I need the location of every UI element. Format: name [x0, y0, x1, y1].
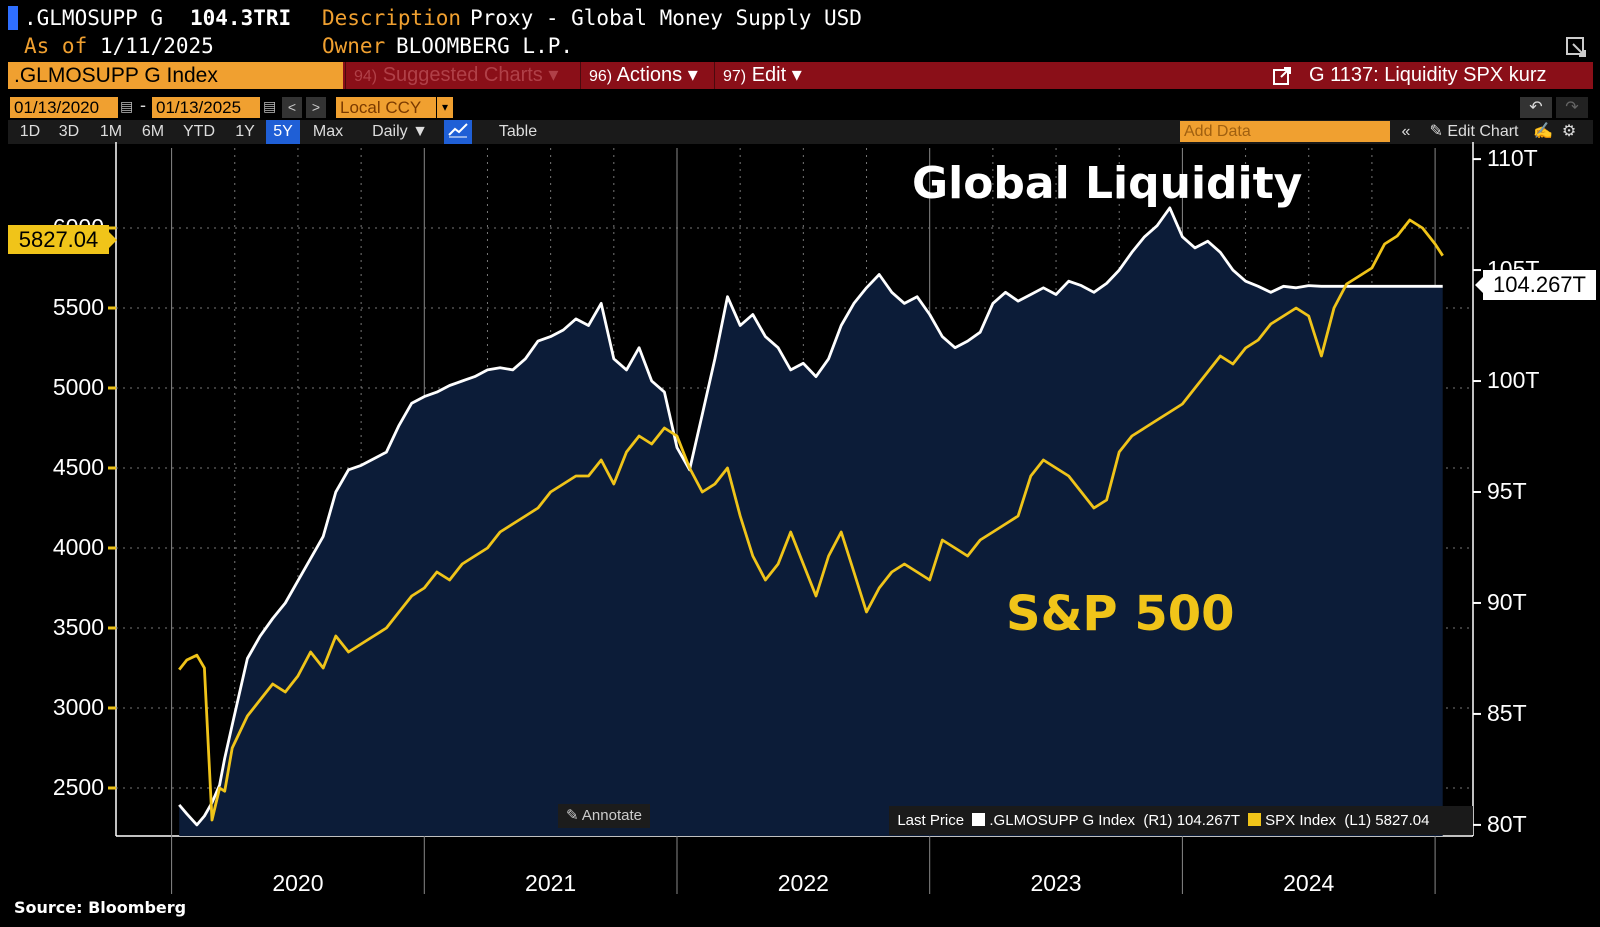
period-5y-button[interactable]: 5Y: [266, 120, 300, 144]
period-max-button[interactable]: Max: [312, 123, 344, 140]
period-3d-button[interactable]: 3D: [58, 123, 80, 140]
legend-axis-liquidity: (R1): [1143, 812, 1173, 829]
period-1d-button[interactable]: 1D: [19, 123, 41, 140]
period-1y-button[interactable]: 1Y: [235, 123, 255, 140]
external-link-icon[interactable]: [1272, 66, 1292, 86]
legend-axis-spx: (L1): [1344, 812, 1372, 829]
legend-swatch-liquidity: [972, 813, 986, 826]
left-tick-label: 5000: [52, 374, 104, 400]
edit-chart-button[interactable]: ✎ Edit Chart: [1420, 120, 1528, 144]
left-tick-label: 5500: [52, 294, 104, 320]
spx-line: [178, 218, 1444, 822]
left-tick-label: 4000: [52, 534, 104, 560]
legend: Last Price .GLMOSUPP G Index (R1) 104.26…: [889, 806, 1473, 835]
right-tick-label: 90T: [1487, 588, 1527, 615]
edit-label: Edit: [751, 64, 787, 86]
suggested-charts-menu[interactable]: 94) Suggested Charts ▾: [345, 62, 577, 89]
frequency-label: Daily: [372, 123, 408, 140]
right-tick-label: 95T: [1487, 478, 1527, 504]
actions-label: Actions: [616, 64, 683, 86]
left-tick-label: 4500: [52, 454, 104, 480]
undo-icon[interactable]: ↶: [1520, 97, 1552, 118]
table-button[interactable]: Table: [498, 123, 538, 140]
x-tick-label: 2022: [777, 870, 829, 896]
pencil-icon: ✎: [1429, 123, 1443, 140]
owner: BLOOMBERG L.P.: [396, 34, 574, 58]
right-tick-label: 80T: [1487, 810, 1527, 837]
owner-label: Owner: [322, 34, 386, 58]
annotation-sp500: S&P 500: [1006, 586, 1235, 642]
currency-select[interactable]: Local CCY: [336, 97, 436, 118]
asof-date: 1/11/2025: [100, 34, 214, 58]
add-data-input[interactable]: Add Data: [1180, 121, 1390, 142]
x-tick-label: 2020: [272, 870, 324, 896]
last-price-left: 5827.04: [8, 225, 109, 254]
frequency-select[interactable]: Daily ▼: [372, 123, 428, 140]
period-6m-button[interactable]: 6M: [141, 123, 165, 140]
line-chart-icon[interactable]: [444, 120, 472, 144]
gear-icon[interactable]: ⚙: [1561, 123, 1577, 140]
end-date-input[interactable]: 01/13/2025: [152, 97, 260, 118]
prev-period-icon[interactable]: <: [282, 97, 302, 118]
liquidity-line: [178, 206, 1443, 827]
legend-name-liquidity: .GLMOSUPP G Index: [989, 812, 1136, 829]
left-tick-label: 3500: [52, 614, 104, 640]
actions-menu[interactable]: 96) Actions ▾: [580, 62, 712, 89]
annotate-label: Annotate: [581, 807, 642, 824]
pencil-icon: ✎: [566, 807, 579, 824]
legend-value-liquidity: 104.267T: [1176, 812, 1240, 829]
date-separator: -: [140, 95, 146, 115]
left-tick-label: 2500: [52, 774, 104, 800]
period-ytd-button[interactable]: YTD: [183, 123, 215, 140]
collapse-icon[interactable]: «: [1401, 123, 1411, 140]
redo-icon[interactable]: ↷: [1556, 97, 1588, 118]
x-tick-label: 2023: [1030, 870, 1082, 896]
expand-icon[interactable]: [1565, 36, 1587, 58]
chart-name: G 1137: Liquidity SPX kurz: [1309, 64, 1547, 86]
chevron-down-icon[interactable]: ▾: [437, 97, 453, 118]
liquidity-area: [179, 207, 1443, 836]
last-price-right: 104.267T: [1483, 270, 1596, 300]
edit-menu[interactable]: 97) Edit ▾: [714, 62, 814, 89]
edit-chart-label: Edit Chart: [1447, 123, 1519, 140]
description-label: Description: [322, 6, 462, 30]
annotate-button[interactable]: ✎ Annotate: [558, 804, 650, 828]
chevron-down-icon: ▾: [687, 64, 698, 86]
asof-label: As of: [24, 34, 88, 58]
right-tick-label: 100T: [1487, 367, 1540, 394]
legend-title: Last Price: [897, 812, 965, 829]
actions-number: 96): [589, 68, 613, 85]
legend-value-spx: 5827.04: [1375, 812, 1430, 829]
period-1m-button[interactable]: 1M: [99, 123, 123, 140]
edit-number: 97): [723, 68, 747, 85]
next-period-icon[interactable]: >: [306, 97, 326, 118]
chevron-down-icon: ▾: [791, 64, 802, 86]
last-price-right-pointer: [1475, 277, 1483, 293]
ticker-value: 104.3TRI: [190, 6, 292, 30]
suggested-number: 94): [354, 68, 378, 85]
right-tick-label: 85T: [1487, 699, 1527, 726]
suggested-label: Suggested Charts: [382, 64, 543, 86]
x-tick-label: 2021: [525, 870, 577, 896]
calendar-icon[interactable]: ▤: [120, 98, 134, 114]
security-marker: [8, 6, 18, 30]
left-tick-label: 3000: [52, 694, 104, 720]
calendar-icon[interactable]: ▤: [263, 98, 277, 114]
edit-lines-icon[interactable]: ✍: [1533, 123, 1553, 140]
ticker: .GLMOSUPP G: [24, 6, 164, 30]
source-note: Source: Bloomberg: [14, 898, 187, 917]
legend-swatch-spx: [1248, 813, 1262, 826]
security-field[interactable]: .GLMOSUPP G Index: [8, 62, 343, 89]
start-date-input[interactable]: 01/13/2020: [10, 97, 118, 118]
annotation-global-liquidity: Global Liquidity: [912, 158, 1303, 209]
legend-name-spx: SPX Index: [1265, 812, 1337, 829]
right-tick-label: 110T: [1487, 145, 1538, 172]
description: Proxy - Global Money Supply USD: [470, 6, 862, 30]
last-price-left-pointer: [109, 232, 117, 248]
x-tick-label: 2024: [1283, 870, 1335, 896]
chevron-down-icon: ▾: [548, 64, 559, 86]
